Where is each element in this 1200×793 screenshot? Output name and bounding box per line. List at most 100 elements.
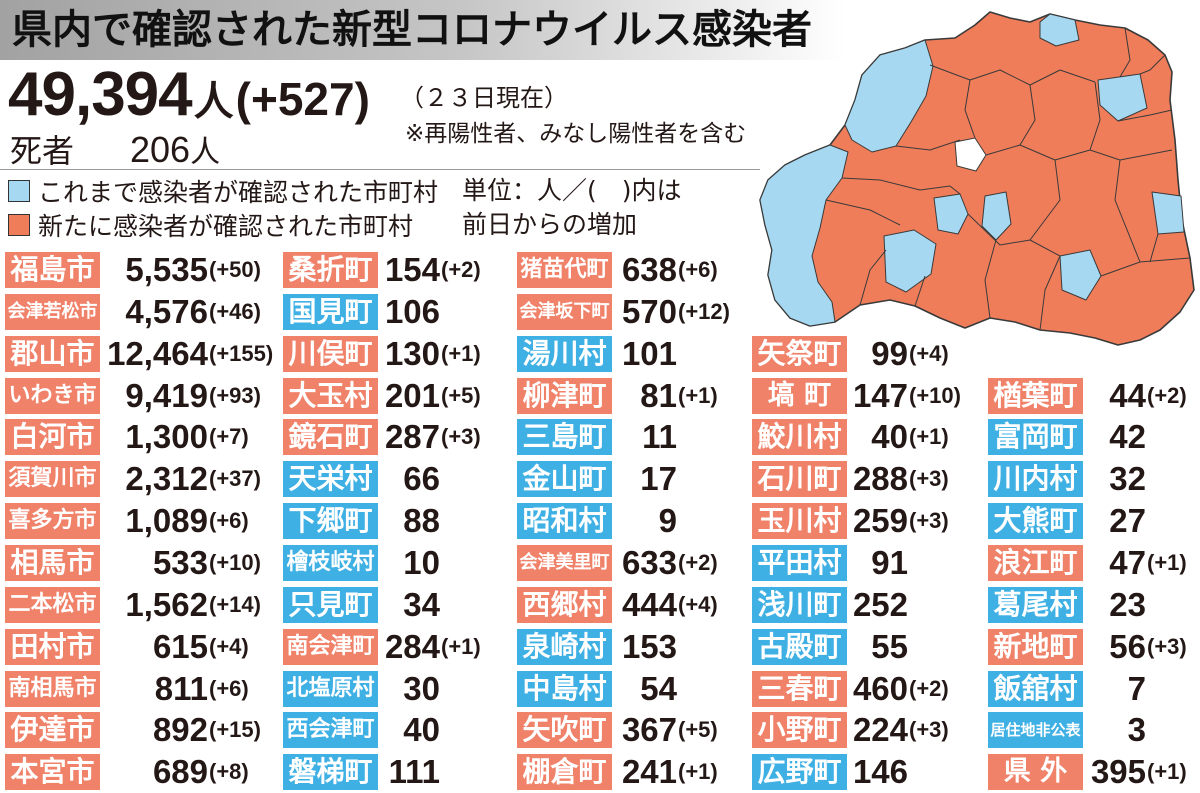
- municipality-label: 川内村: [988, 461, 1083, 498]
- case-count: 88: [403, 502, 440, 540]
- municipality-row: 会津美里町 633 (+2): [517, 542, 718, 584]
- case-count: 287: [384, 418, 440, 456]
- case-count: 34: [403, 585, 440, 623]
- case-count: 146: [852, 753, 908, 791]
- municipality-row: 葛尾村 23: [988, 584, 1146, 626]
- municipality-label: 広野町: [752, 754, 847, 791]
- municipality-label: 大玉村: [283, 377, 378, 414]
- legend-swatch-prior: [8, 180, 30, 202]
- case-count: 259: [852, 502, 908, 540]
- case-count: 241: [621, 753, 677, 791]
- case-count: 55: [871, 627, 908, 665]
- map-region-no-cases: [954, 137, 987, 172]
- total-cases-unit: 人: [193, 79, 234, 125]
- municipality-row: 猪苗代町 638 (+6): [517, 249, 718, 291]
- municipality-label: いわき市: [5, 377, 100, 414]
- municipality-row: 二本松市 1,562 (+14): [5, 584, 261, 626]
- municipality-label: 三春町: [752, 670, 847, 707]
- municipality-row: 三春町 460 (+2): [752, 668, 949, 710]
- map-region-prior: [1151, 191, 1185, 235]
- municipality-label: 石川町: [752, 461, 847, 498]
- municipality-label: 檜枝岐村: [283, 545, 378, 581]
- municipality-row: 県外 395 (+1): [988, 751, 1187, 793]
- municipality-row: 本宮市 689 (+8): [5, 751, 249, 793]
- map-region-prior: [1039, 13, 1080, 47]
- municipality-label: 湯川村: [517, 335, 612, 372]
- municipality-row: 伊達市 892 (+15): [5, 709, 261, 751]
- municipality-row: 小野町 224 (+3): [752, 709, 949, 751]
- municipality-label: 会津坂下町: [517, 293, 612, 330]
- municipality-label: 居住地非公表: [988, 712, 1083, 749]
- municipality-label: 西郷村: [517, 586, 612, 623]
- case-count: 811: [154, 669, 208, 707]
- case-count: 66: [403, 460, 440, 498]
- map-region-prior: [933, 193, 969, 235]
- municipality-label: 楢葉町: [988, 377, 1083, 414]
- case-count: 81: [640, 376, 677, 414]
- municipality-label: 玉川村: [752, 503, 847, 540]
- inclusion-note: ※再陽性者、みなし陽性者を含む: [405, 121, 747, 147]
- municipality-row: 楢葉町 44 (+2): [988, 375, 1187, 417]
- case-count: 111: [388, 753, 440, 791]
- daily-increase: (+8): [209, 759, 249, 785]
- daily-increase: (+3): [909, 508, 949, 534]
- as-of-date: （２３日現在）: [400, 84, 568, 112]
- daily-increase: (+3): [1147, 633, 1187, 659]
- municipality-row: 南会津町 284 (+1): [283, 626, 481, 668]
- municipality-row: 石川町 288 (+3): [752, 458, 949, 500]
- case-count: 288: [852, 460, 908, 498]
- case-count: 9: [658, 502, 677, 540]
- map-region-prior: [1097, 73, 1148, 122]
- municipality-label: 葛尾村: [988, 586, 1083, 623]
- case-count: 224: [852, 711, 908, 749]
- municipality-label: 郡山市: [5, 335, 100, 372]
- municipality-row: 大熊町 27: [988, 500, 1146, 542]
- municipality-label: 浅川町: [752, 586, 847, 623]
- prefecture-map: [759, 11, 1195, 346]
- municipality-row: 北塩原村 30: [283, 668, 440, 710]
- municipality-row: 只見町 34: [283, 584, 440, 626]
- municipality-row: 相馬市 533 (+10): [5, 542, 261, 584]
- case-count: 106: [384, 292, 440, 330]
- municipality-row: 湯川村 101: [517, 333, 677, 375]
- case-count: 284: [384, 627, 440, 665]
- municipality-row: 会津若松市 4,576 (+46): [5, 291, 261, 333]
- daily-increase: (+14): [209, 591, 261, 617]
- daily-increase: (+46): [209, 298, 261, 324]
- municipality-row: 矢祭町 99 (+4): [752, 333, 949, 375]
- municipality-row: 中島村 54: [517, 668, 677, 710]
- municipality-row: 柳津町 81 (+1): [517, 375, 718, 417]
- case-count: 1,562: [125, 585, 208, 623]
- municipality-label: 桑折町: [283, 252, 378, 288]
- municipality-row: 三島町 11: [517, 416, 677, 458]
- municipality-label: 塙町: [752, 377, 847, 414]
- map-boundary: [825, 27, 1191, 331]
- case-count: 7: [1127, 669, 1146, 707]
- daily-increase: (+4): [209, 633, 249, 659]
- case-count: 153: [621, 627, 677, 665]
- municipality-row: 富岡町 42: [988, 416, 1146, 458]
- daily-increase: (+5): [441, 382, 481, 408]
- daily-increase: (+50): [209, 257, 261, 282]
- case-count: 533: [152, 544, 208, 581]
- municipality-row: 磐梯町 111: [283, 751, 440, 793]
- case-count: 3: [1127, 711, 1146, 749]
- case-count: 91: [871, 544, 908, 581]
- map-region-prior: [1059, 249, 1102, 301]
- municipality-row: 新地町 56 (+3): [988, 626, 1187, 668]
- municipality-label: 喜多方市: [5, 503, 100, 540]
- map-region-prior: [981, 191, 1012, 241]
- total-cases-increase: (+527): [235, 73, 370, 125]
- municipality-row: 下郷町 88: [283, 500, 440, 542]
- municipality-label: 川俣町: [283, 335, 378, 372]
- deaths: 死者 206 人: [10, 126, 220, 172]
- case-count: 638: [621, 251, 677, 288]
- municipality-label: 大熊町: [988, 503, 1083, 540]
- municipality-label: 棚倉町: [517, 754, 612, 791]
- municipality-label: 南相馬市: [5, 670, 100, 707]
- case-count: 23: [1109, 585, 1146, 623]
- legend-item-new: 新たに感染者が確認された市町村: [8, 210, 413, 241]
- case-count: 1,300: [125, 418, 208, 456]
- case-count: 44: [1109, 376, 1146, 414]
- page-title: 県内で確認された新型コロナウイルス感染者: [12, 7, 812, 53]
